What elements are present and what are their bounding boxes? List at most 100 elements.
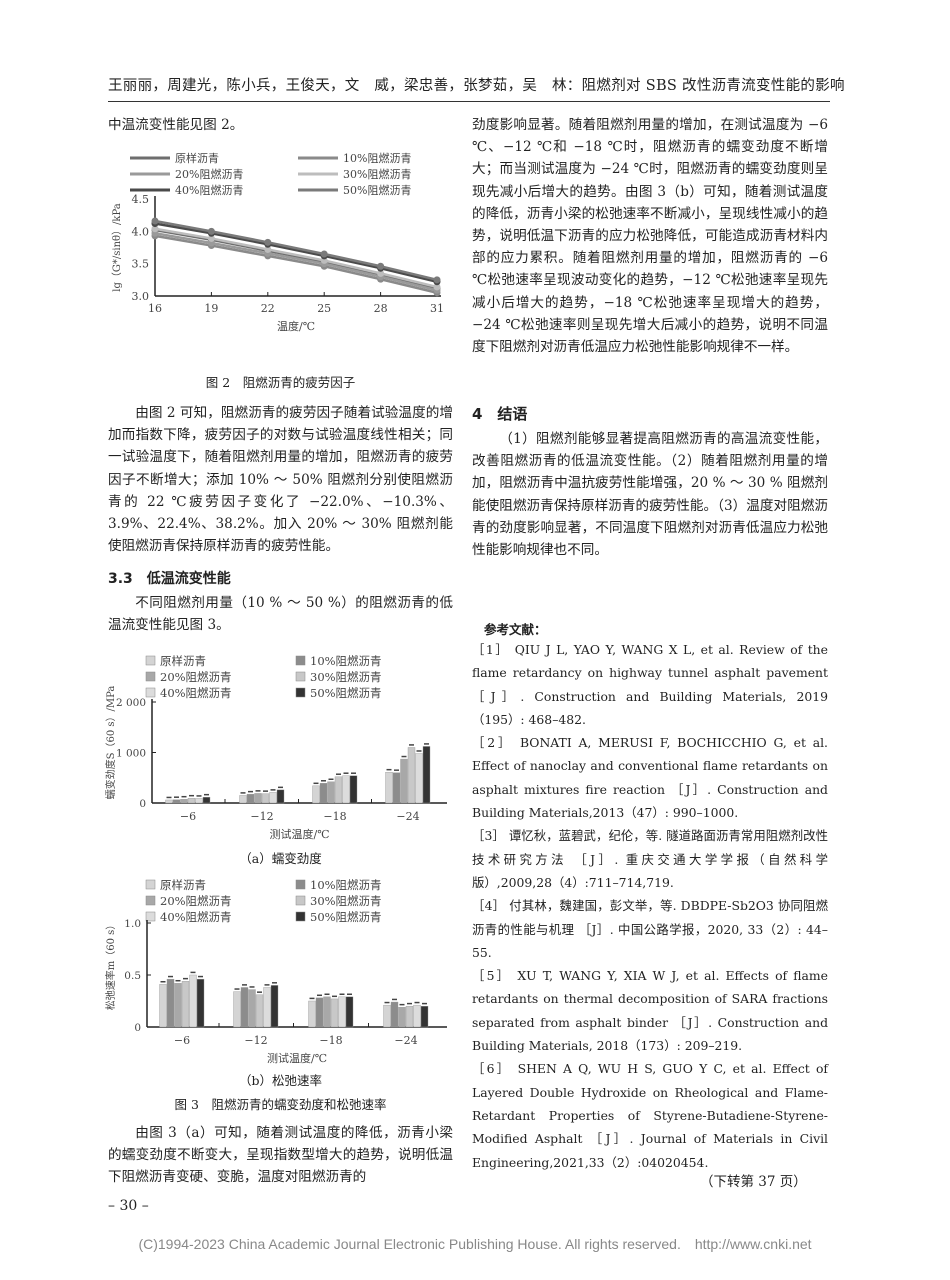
legend-label: 原样沥青 <box>160 654 206 668</box>
paragraph: （1）阻燃剂能够显著提高阻燃沥青的高温流变性能，改善阻燃沥青的低温流变性能。（2… <box>472 431 828 559</box>
reference-item: ［1］ QIU J L, YAO Y, WANG X L, et al. Rev… <box>472 642 828 727</box>
legend-swatch <box>295 671 306 682</box>
data-point <box>151 217 159 225</box>
bar <box>261 793 270 804</box>
x-tick-label: 25 <box>317 302 331 315</box>
bar <box>407 747 416 804</box>
data-point <box>377 262 385 270</box>
legend-label: 50%阻燃沥青 <box>343 183 411 197</box>
section-heading-4: 4 结语 <box>472 405 528 423</box>
legend-label: 40%阻燃沥青 <box>160 910 232 924</box>
paragraph: 由图 2 可知，阻燃沥青的疲劳因子随着试验温度的增加而指数下降，疲劳因子的对数与… <box>108 405 453 555</box>
bar <box>233 991 241 1028</box>
legend-swatch <box>295 911 306 922</box>
legend-swatch <box>145 879 156 890</box>
bar <box>338 996 346 1028</box>
y-tick-label: 3.5 <box>132 258 150 271</box>
legend-label: 50%阻燃沥青 <box>310 910 382 924</box>
paragraph: 不同阻燃剂用量（10 % ～ 50 %）的阻燃沥青的低温流变性能见图 3。 <box>108 595 453 634</box>
series-line <box>154 227 438 289</box>
series-line <box>154 222 438 283</box>
legend-swatch <box>145 895 156 906</box>
paragraph: 劲度影响显著。随着阻燃剂用量的增加，在测试温度为 −6 ℃、−12 ℃和 −18… <box>472 117 828 356</box>
bar <box>413 1004 421 1028</box>
bar <box>248 989 256 1028</box>
legend-label: 10%阻燃沥青 <box>343 151 411 165</box>
bar <box>202 796 211 804</box>
references-list: ［1］ QIU J L, YAO Y, WANG X L, et al. Rev… <box>472 638 828 1174</box>
figure-3b-caption: （b）松弛速率 <box>238 1073 322 1088</box>
y-tick-label: 0 <box>134 1022 141 1034</box>
bar <box>345 996 354 1028</box>
bar <box>420 1005 429 1028</box>
bar <box>196 978 205 1028</box>
x-tick-label: 16 <box>148 302 162 315</box>
bar <box>189 974 197 1028</box>
y-tick-label: 4.5 <box>132 193 150 206</box>
bar <box>254 793 262 804</box>
figure-3a-caption: （a）蠕变劲度 <box>239 851 322 866</box>
series-line <box>154 219 438 282</box>
series-line <box>154 232 438 292</box>
legend-label: 20%阻燃沥青 <box>160 894 232 908</box>
y-tick-label: 1.0 <box>124 918 141 930</box>
bar <box>422 746 431 804</box>
legend-swatch <box>145 911 156 922</box>
legend-swatch <box>295 655 306 666</box>
page-number: – 30 – <box>108 1198 149 1214</box>
legend-label: 50%阻燃沥青 <box>310 686 382 700</box>
legend-swatch <box>145 655 156 666</box>
x-tick-label: −6 <box>174 1034 190 1047</box>
bar <box>308 1000 316 1028</box>
bar <box>263 987 271 1028</box>
x-tick-label: −18 <box>319 1034 342 1047</box>
x-axis-label: 测试温度/℃ <box>267 1051 327 1065</box>
section-heading-3-3: 3.3 低温流变性能 <box>108 571 231 587</box>
bar <box>174 983 182 1028</box>
legend-label: 20%阻燃沥青 <box>175 167 243 181</box>
bar <box>334 776 343 804</box>
legend-label: 30%阻燃沥青 <box>310 894 382 908</box>
bar <box>270 985 279 1028</box>
figure-3-caption: 图 3 阻燃沥青的蠕变劲度和松弛速率 <box>174 1097 387 1112</box>
bar <box>312 785 320 804</box>
legend-swatch <box>145 671 156 682</box>
y-tick-label: 3.0 <box>132 290 150 303</box>
data-point <box>207 234 215 242</box>
x-tick-label: 22 <box>261 302 275 315</box>
bar <box>327 781 335 804</box>
y-tick-label: 0 <box>139 798 146 810</box>
data-point <box>264 238 272 246</box>
bar <box>405 1005 414 1028</box>
x-tick-label: 19 <box>204 302 218 315</box>
bar <box>349 775 358 804</box>
header-rule <box>108 101 830 102</box>
paragraph: 中温流变性能见图 2。 <box>108 117 244 133</box>
bar <box>276 789 285 804</box>
x-tick-label: −24 <box>396 810 419 823</box>
bar <box>330 998 339 1028</box>
bar <box>255 994 264 1028</box>
data-point <box>264 245 272 253</box>
bar <box>400 758 408 804</box>
legend-label: 10%阻燃沥青 <box>310 654 382 668</box>
x-tick-label: 28 <box>374 302 388 315</box>
reference-item: ［5］ XU T, WANG Y, XIA W J, et al. Effect… <box>472 968 828 1054</box>
figure-2-caption: 图 2 阻燃沥青的疲劳因子 <box>205 375 356 390</box>
x-tick-label: −12 <box>250 810 273 823</box>
data-point <box>433 276 441 284</box>
legend-label: 原样沥青 <box>160 878 206 892</box>
bar <box>240 987 249 1028</box>
legend-label: 原样沥青 <box>175 151 219 165</box>
legend-swatch <box>295 879 306 890</box>
x-tick-label: −12 <box>244 1034 267 1047</box>
bar <box>246 793 255 804</box>
legend-swatch <box>295 895 306 906</box>
bar <box>159 984 167 1028</box>
data-point <box>433 283 441 291</box>
reference-item: ［6］ SHEN A Q, WU H S, GUO Y C, et al. Ef… <box>472 1061 828 1170</box>
x-tick-label: −24 <box>394 1034 417 1047</box>
bar <box>342 775 350 804</box>
copyright-footer: (C)1994-2023 China Academic Journal Elec… <box>138 1236 812 1252</box>
